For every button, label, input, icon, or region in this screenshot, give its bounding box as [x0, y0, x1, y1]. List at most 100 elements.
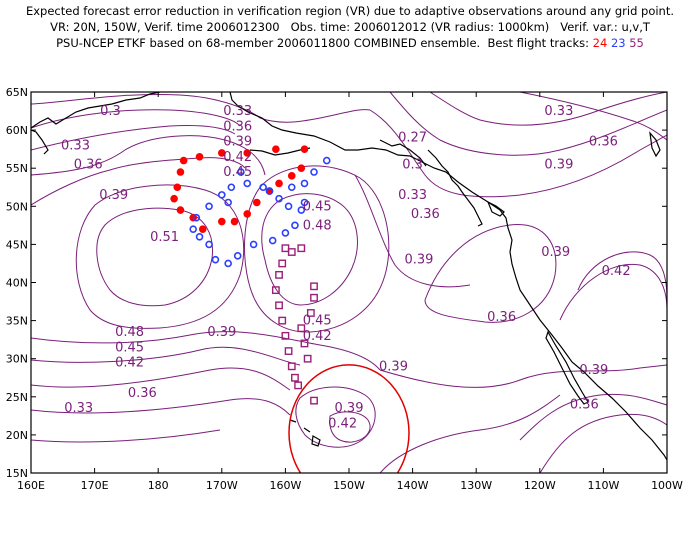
track-23-point — [218, 191, 226, 199]
contour-layer: 0.3 0.330.360.390.420.450.330.360.390.510… — [31, 92, 667, 473]
contour-label: 0.27 — [398, 131, 427, 146]
contour-label: 0.42 — [303, 329, 332, 344]
track-24-point — [287, 172, 296, 180]
lat-label: 35N — [6, 315, 28, 328]
contour-line — [329, 411, 371, 443]
lon-label: 110W — [587, 479, 619, 492]
track-55-point — [303, 354, 312, 363]
track-23-point — [224, 198, 232, 207]
contour-label: 0.48 — [303, 218, 332, 233]
track-55-point — [310, 293, 318, 302]
track-23-point — [224, 259, 232, 268]
contour-label: 0.36 — [487, 310, 516, 325]
track-23-point — [268, 236, 277, 245]
coastlines — [31, 92, 667, 461]
contour-line — [369, 109, 667, 198]
contour-label: 0.39 — [544, 157, 573, 172]
contour-line — [379, 364, 667, 388]
track-blue-number: 23 — [610, 36, 626, 50]
lat-label: 55N — [6, 162, 28, 175]
track-23-point — [249, 240, 258, 249]
flight-track-55 — [271, 244, 318, 405]
lat-label: 25N — [6, 391, 28, 404]
track-23-point — [259, 183, 267, 192]
contour-label: 0.42 — [223, 150, 252, 165]
contour-line — [96, 207, 214, 307]
contour-label: 0.33 — [64, 401, 93, 416]
contour-label: 0.39 — [207, 325, 236, 340]
contour-label: 0.42 — [602, 264, 631, 279]
contour-label: 0.39 — [223, 135, 252, 150]
track-purple-number: 55 — [629, 36, 644, 50]
track-55-point — [271, 286, 280, 295]
track-23-point — [300, 179, 309, 188]
contour-line — [31, 367, 291, 391]
contour-line — [539, 413, 667, 473]
lat-label: 15N — [6, 467, 28, 480]
track-55-point — [284, 347, 293, 355]
coastline-siberia — [31, 92, 161, 129]
contour-line — [424, 224, 557, 323]
track-55-point — [294, 381, 303, 390]
contour-labels: 0.3 0.330.360.390.420.450.330.360.390.510… — [61, 104, 631, 431]
contour-label: 0.39 — [99, 188, 128, 203]
track-23-point — [300, 198, 309, 207]
contour-label: 0.33 — [61, 138, 90, 153]
lon-label: 130W — [460, 479, 492, 492]
track-24-point — [198, 225, 207, 233]
track-23-point — [287, 183, 296, 192]
track-24-point — [176, 168, 185, 176]
contour-line — [295, 386, 376, 448]
lat-label: 50N — [6, 200, 28, 213]
map-title-line-1: Expected forecast error reduction in ver… — [25, 4, 675, 18]
track-24-point — [179, 156, 188, 165]
lat-label: 30N — [6, 353, 28, 366]
contour-label: 0.36 — [223, 119, 252, 134]
contour-line — [429, 92, 667, 126]
track-23-point — [205, 240, 213, 249]
coastline-vancouver — [486, 200, 505, 217]
contour-line — [31, 331, 381, 371]
contour-line — [389, 92, 667, 156]
track-55-point — [278, 316, 287, 325]
track-55-point — [300, 339, 309, 348]
contour-label: 0.39 — [335, 401, 364, 416]
track-24-point — [218, 149, 226, 157]
contour-line — [519, 92, 667, 141]
contour-label: 0.39 — [404, 253, 433, 268]
contour-line — [354, 174, 471, 288]
contour-line — [559, 263, 667, 321]
track-23-point — [243, 179, 252, 188]
verification-region — [288, 364, 410, 473]
track-55-point — [310, 396, 318, 405]
lon-label: 100W — [651, 479, 683, 492]
track-24-point — [252, 198, 261, 207]
contour-line — [379, 394, 561, 473]
contour-label: 0.36 — [74, 157, 103, 172]
coastline-cuba-extra — [649, 131, 661, 158]
flight-track-23 — [189, 156, 331, 268]
coastline-kamchatka — [31, 129, 49, 155]
track-55-point — [275, 301, 283, 310]
contour-label: 0.33 — [223, 104, 252, 119]
track-24-point — [275, 179, 283, 188]
lon-label: 170W — [206, 479, 238, 492]
contour-label: 0.42 — [115, 356, 144, 371]
coastline-hawaii — [289, 419, 321, 447]
track-23-point — [284, 202, 293, 211]
track-55-point — [310, 282, 318, 291]
lon-label: 160W — [269, 479, 301, 492]
lon-label: 170E — [81, 479, 109, 492]
track-23-point — [297, 206, 306, 214]
contour-label: 0.39 — [541, 245, 570, 260]
lon-label: 160E — [17, 479, 45, 492]
track-55-point — [306, 309, 315, 317]
contour-label: 0.48 — [115, 325, 144, 340]
track-23-point — [233, 252, 242, 260]
track-23-point — [237, 168, 245, 176]
contour-line — [577, 251, 667, 301]
track-24-point — [176, 206, 185, 214]
map-title-line-3: PSU-NCEP ETKF based on 68-member 2006011… — [0, 36, 700, 50]
contour-line — [31, 109, 241, 129]
track-24-point — [170, 194, 178, 203]
